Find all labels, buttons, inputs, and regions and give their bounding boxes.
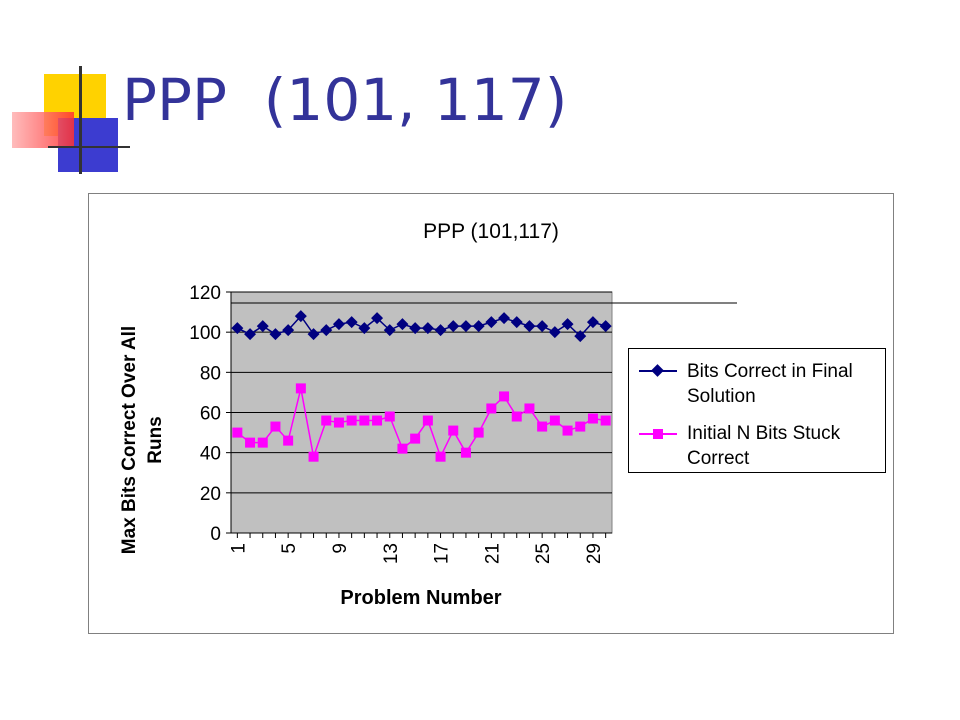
data-point-initial — [499, 391, 510, 402]
y-tick-label: 100 — [189, 323, 221, 344]
data-point-final — [396, 318, 409, 331]
deco-vertical-line — [79, 66, 82, 174]
data-point-initial — [562, 425, 573, 436]
x-tick-label: 21 — [482, 543, 503, 564]
data-point-initial — [587, 413, 598, 424]
data-point-final — [231, 322, 244, 335]
legend: Bits Correct in Final Solution Initial N… — [628, 348, 886, 473]
data-point-final — [307, 328, 320, 341]
data-point-final — [383, 324, 396, 337]
y-axis-label-line2: Runs — [145, 416, 166, 464]
x-axis-label: Problem Number — [340, 587, 501, 609]
data-point-final — [459, 320, 472, 333]
data-point-initial — [270, 421, 281, 432]
data-point-final — [536, 320, 549, 333]
data-point-initial — [473, 427, 484, 438]
data-point-initial — [397, 443, 408, 454]
x-tick-label: 25 — [533, 543, 554, 564]
data-point-final — [472, 320, 485, 333]
legend-marker-square — [653, 429, 663, 439]
data-point-final — [345, 316, 358, 329]
data-point-final — [421, 322, 434, 335]
x-tick-label: 13 — [381, 543, 402, 564]
data-point-initial — [321, 415, 332, 426]
data-point-initial — [346, 415, 357, 426]
data-point-initial — [359, 415, 370, 426]
data-point-initial — [549, 415, 560, 426]
data-point-final — [244, 328, 257, 341]
deco-red-square — [12, 112, 74, 148]
legend-svg: Bits Correct in Final Solution Initial N… — [639, 361, 853, 469]
y-tick-label: 0 — [210, 524, 221, 545]
data-point-initial — [232, 427, 243, 438]
data-point-initial — [410, 433, 421, 444]
data-point-initial — [384, 411, 395, 422]
y-tick-label: 60 — [200, 404, 221, 425]
data-point-initial — [295, 383, 306, 394]
legend-label-final-line2: Solution — [687, 386, 756, 407]
legend-label-initial-line2: Correct — [687, 448, 750, 469]
legend-label-initial-line1: Initial N Bits Stuck — [687, 423, 841, 444]
data-point-final — [599, 320, 612, 333]
slide-title: PPP (101, 117) — [122, 66, 568, 134]
data-point-initial — [524, 403, 535, 414]
data-point-initial — [245, 437, 256, 448]
data-point-initial — [308, 451, 319, 462]
data-point-initial — [435, 451, 446, 462]
data-point-final — [282, 324, 295, 337]
data-point-final — [523, 320, 536, 333]
data-point-final — [447, 320, 460, 333]
data-point-final — [294, 310, 307, 323]
x-tick-label: 17 — [432, 543, 453, 564]
data-point-final — [485, 316, 498, 329]
y-tick-label: 80 — [200, 363, 221, 384]
data-point-final — [548, 326, 561, 339]
data-point-initial — [537, 421, 548, 432]
data-point-initial — [283, 435, 294, 446]
data-point-final — [561, 318, 574, 331]
data-point-initial — [575, 421, 586, 432]
deco-horizontal-line — [48, 146, 130, 148]
y-tick-label: 20 — [200, 484, 221, 505]
data-point-final — [269, 328, 282, 341]
legend-label-final-line1: Bits Correct in Final — [687, 361, 853, 382]
legend-marker-diamond — [651, 364, 664, 377]
data-point-initial — [511, 411, 522, 422]
x-tick-label: 29 — [584, 543, 605, 564]
y-tick-label: 40 — [200, 444, 221, 465]
data-point-initial — [333, 417, 344, 428]
data-point-final — [434, 324, 447, 337]
x-tick-label: 5 — [279, 543, 300, 554]
data-point-initial — [422, 415, 433, 426]
data-point-final — [574, 330, 587, 343]
data-point-initial — [372, 415, 383, 426]
x-tick-label: 9 — [330, 543, 351, 554]
data-point-final — [409, 322, 422, 335]
data-point-final — [586, 316, 599, 329]
data-point-initial — [486, 403, 497, 414]
chart-title: PPP (101,117) — [423, 220, 559, 243]
data-point-initial — [460, 447, 471, 458]
y-tick-label: 120 — [189, 283, 221, 304]
data-point-final — [256, 320, 269, 333]
chart: PPP (101,117) 0 20 40 60 80 100 120 1 5 9 13 17 21 25… — [119, 220, 737, 609]
data-point-final — [510, 316, 523, 329]
data-point-final — [320, 324, 333, 337]
data-point-initial — [448, 425, 459, 436]
y-axis-label-line1: Max Bits Correct Over All — [119, 326, 140, 554]
data-point-final — [358, 322, 371, 335]
x-tick-label: 1 — [228, 543, 249, 554]
data-point-final — [498, 312, 511, 325]
data-point-initial — [257, 437, 268, 448]
data-point-final — [332, 318, 345, 331]
data-point-initial — [600, 415, 611, 426]
data-point-final — [371, 312, 384, 325]
